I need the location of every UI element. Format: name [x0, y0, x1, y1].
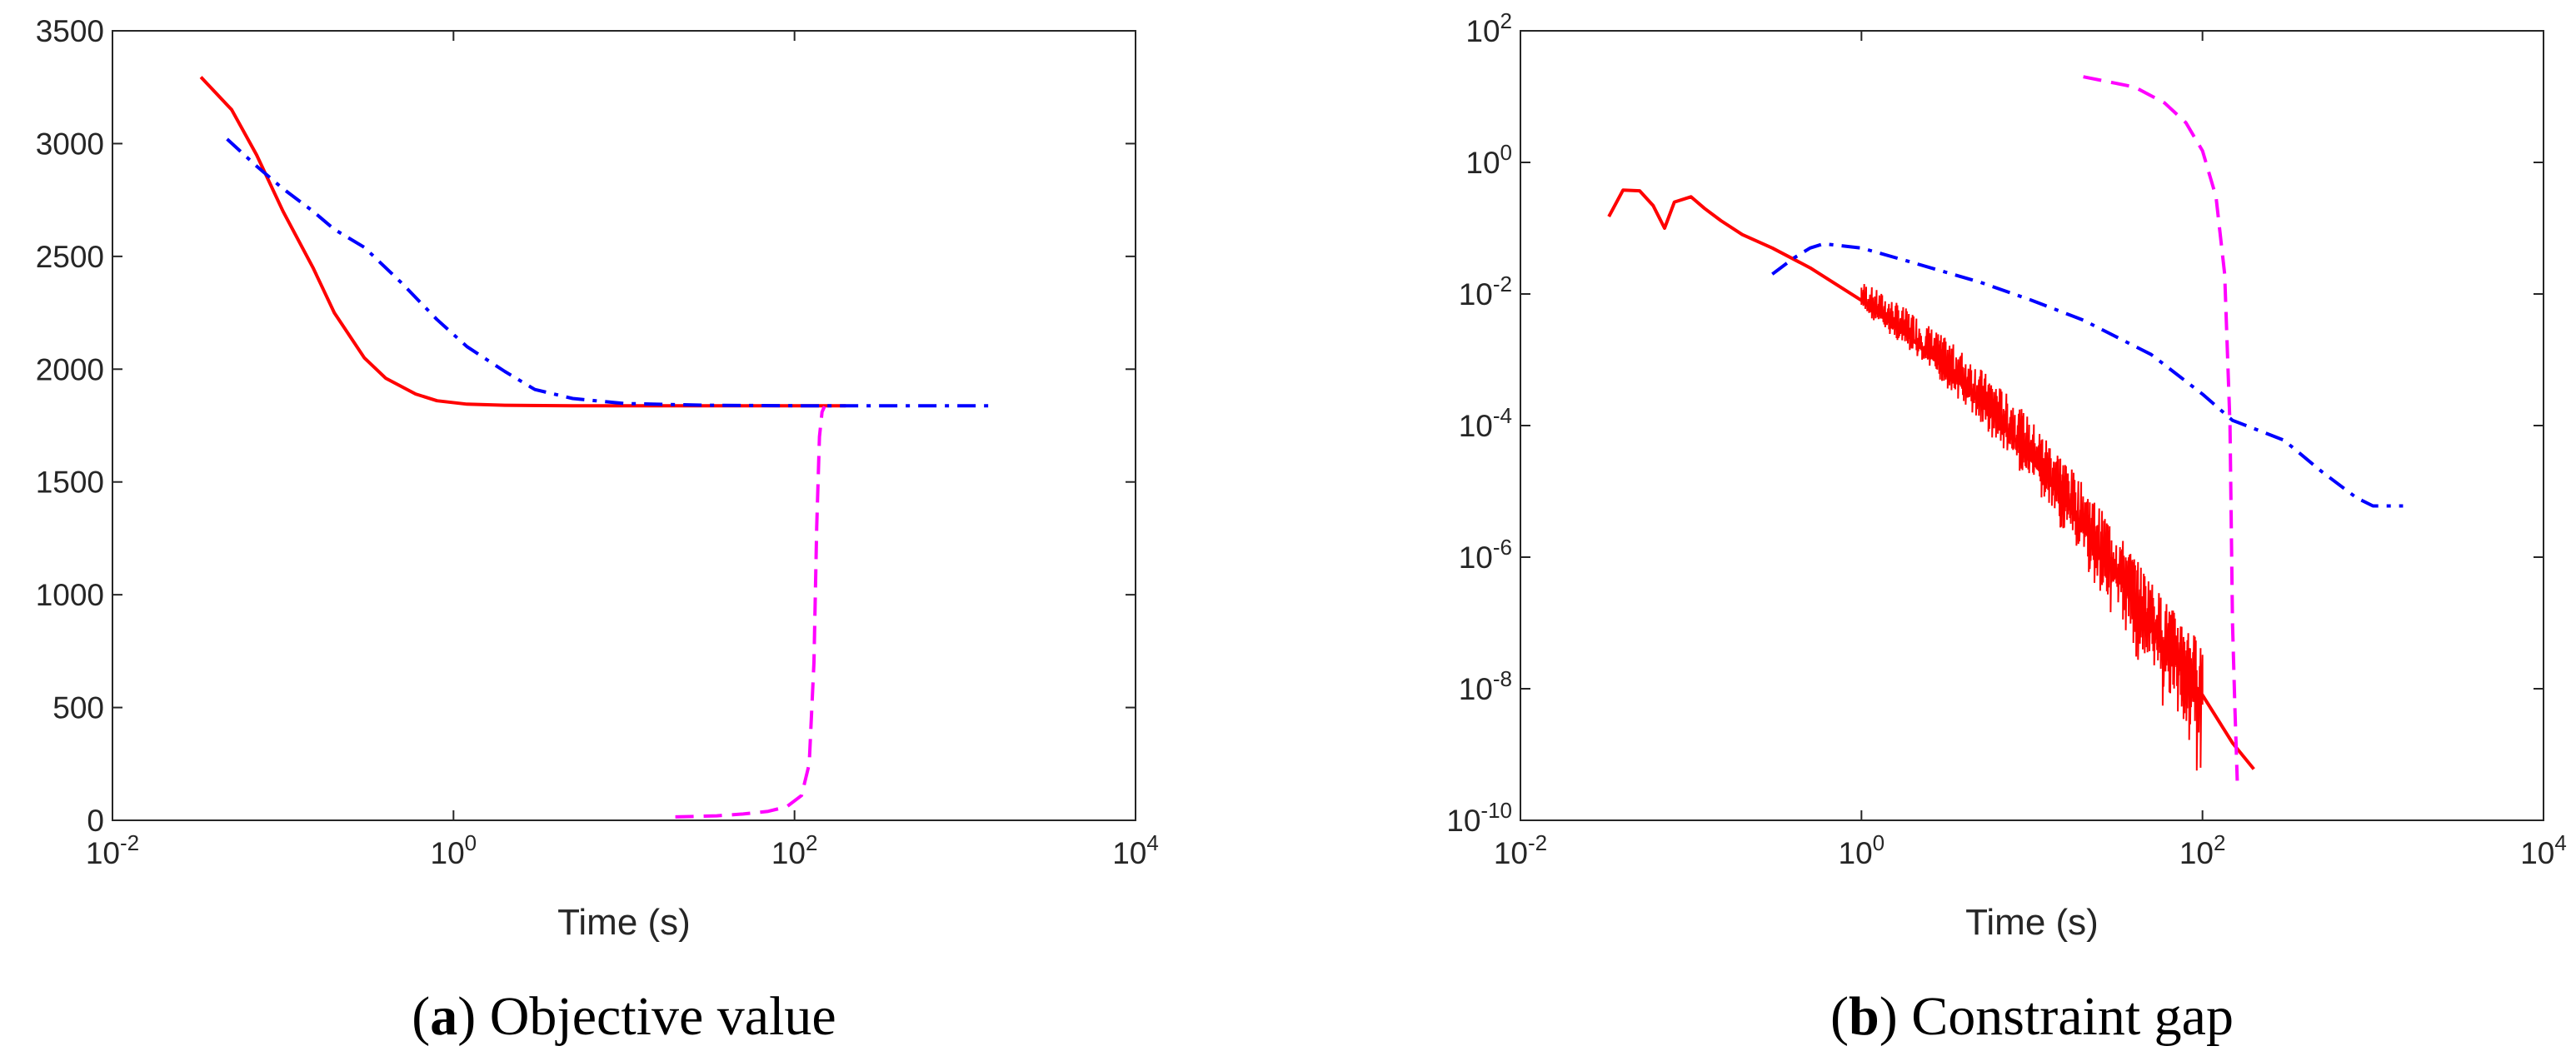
tick-exponent: -2: [120, 830, 139, 855]
panel-b-y-tick-label: 10-8: [1459, 666, 1512, 706]
panel-b-y-tick-label: 100: [1465, 140, 1512, 180]
panel-a: 10-2 100 102 104050010001500200025003000350…: [36, 14, 1159, 1047]
panel-b-series-magenta-dashed: [2083, 75, 2239, 781]
tick-base: 10: [1459, 672, 1493, 706]
panel-a-x-tick-label: 102: [771, 830, 818, 870]
tick-exponent: -2: [1528, 830, 1547, 855]
panel-a-y-tick-label: 3000: [36, 127, 104, 161]
panel-b-y-tick-label: 10-6: [1459, 535, 1512, 575]
tick-exponent: 0: [1500, 140, 1512, 165]
tick-exponent: -8: [1493, 666, 1512, 691]
panel-a-series-blue-dashdot: [226, 137, 996, 408]
tick-base: 10: [1446, 804, 1480, 838]
panel-b-caption-text: Constraint gap: [1911, 986, 2234, 1047]
panel-b-series-red-solid: [1607, 188, 2255, 770]
panel-b-series-blue-dashdot: [1771, 242, 2404, 508]
tick-base: 10: [1459, 409, 1493, 443]
panel-a-x-tick-label: 10-2: [86, 830, 139, 870]
tick-exponent: 4: [1146, 830, 1158, 855]
panel-b-caption-letter: b: [1849, 986, 1880, 1047]
tick-base: 10: [771, 836, 806, 870]
panel-b-x-axis-label: Time (s): [1965, 902, 2099, 943]
panel-b-x-tick-label: 104: [2520, 830, 2567, 870]
panel-a-caption-letter: a: [430, 986, 457, 1047]
panel-b-x-tick-label: 100: [1839, 830, 1885, 870]
tick-base: 10: [2179, 836, 2214, 870]
panel-a-caption: (a) Objective value: [412, 986, 836, 1047]
tick-exponent: 2: [806, 830, 817, 855]
panel-a-series-magenta-dashed: [675, 406, 826, 819]
panel-b: 10-2 100 102 10410-1010-810-610-410-2100102…: [1446, 8, 2567, 1047]
tick-base: 10: [1459, 540, 1493, 575]
tick-exponent: -10: [1480, 798, 1512, 823]
tick-exponent: -4: [1493, 403, 1512, 428]
panel-a-y-tick-label: 500: [52, 691, 104, 725]
panel-b-series-red-solid-oscillation: [1860, 284, 2204, 771]
tick-exponent: 0: [1873, 830, 1885, 855]
panel-b-y-tick-label: 10-4: [1459, 403, 1512, 443]
tick-exponent: 4: [2554, 830, 2566, 855]
panel-a-y-tick-label: 1000: [36, 578, 104, 612]
tick-base: 10: [1494, 836, 1528, 870]
panel-b-caption: (b) Constraint gap: [1830, 986, 2234, 1047]
tick-exponent: 0: [465, 830, 477, 855]
tick-exponent: -6: [1493, 535, 1512, 560]
panel-a-y-tick-label: 1500: [36, 466, 104, 500]
panel-a-x-axis-label: Time (s): [557, 902, 691, 943]
panel-a-x-tick-label: 104: [1112, 830, 1159, 870]
tick-base: 10: [1465, 14, 1500, 48]
tick-exponent: 2: [1500, 8, 1512, 33]
panel-a-y-tick-label: 2500: [36, 240, 104, 274]
panel-b-plot-area: [1607, 75, 2404, 781]
panel-a-y-tick-label: 2000: [36, 352, 104, 386]
panel-a-ticks: 10-2 100 102 104050010001500200025003000350…: [36, 14, 1159, 870]
tick-base: 10: [1839, 836, 1873, 870]
tick-base: 10: [1465, 146, 1500, 180]
panel-b-y-tick-label: 102: [1465, 8, 1512, 48]
tick-exponent: -2: [1493, 271, 1512, 296]
tick-base: 10: [86, 836, 120, 870]
panel-a-axes-frame: [112, 30, 1136, 821]
tick-base: 10: [1459, 277, 1493, 311]
panel-b-y-tick-label: 10-2: [1459, 271, 1512, 311]
panel-b-y-tick-label: 10-10: [1446, 798, 1512, 838]
panel-b-x-tick-label: 10-2: [1494, 830, 1547, 870]
panel-b-x-tick-label: 102: [2179, 830, 2226, 870]
panel-a-series-red-solid: [199, 76, 846, 408]
panel-a-y-tick-label: 0: [87, 804, 104, 838]
tick-exponent: 2: [2214, 830, 2225, 855]
panel-b-axes-frame: [1520, 30, 2544, 821]
tick-base: 10: [1112, 836, 1146, 870]
tick-base: 10: [431, 836, 465, 870]
tick-base: 10: [2520, 836, 2554, 870]
panel-a-caption-text: Objective value: [490, 986, 836, 1047]
panel-a-y-tick-label: 3500: [36, 14, 104, 48]
panel-a-plot-area: [199, 76, 996, 819]
panel-a-x-tick-label: 100: [431, 830, 477, 870]
